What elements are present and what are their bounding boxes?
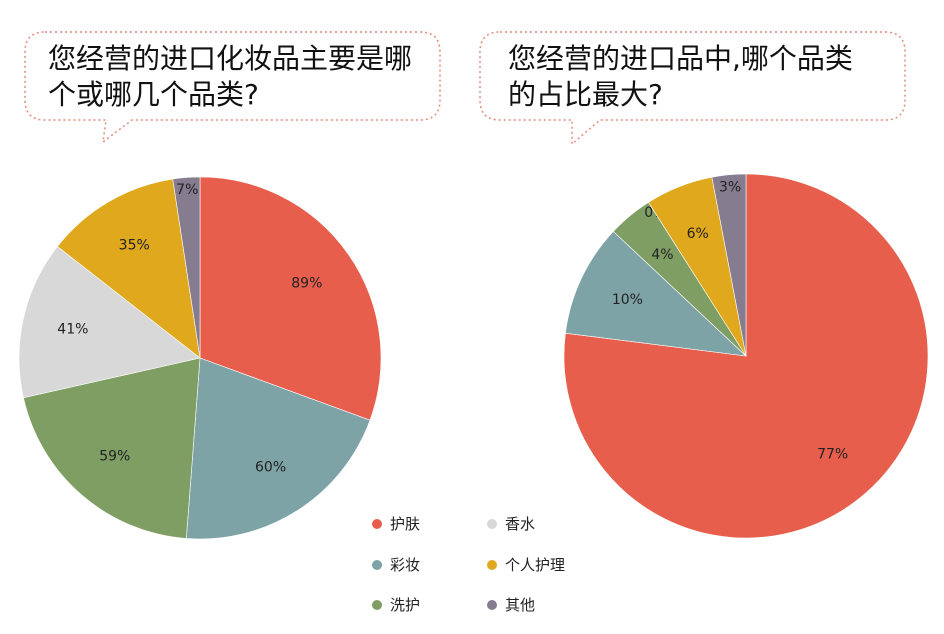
legend-label-perfume: 香水	[505, 515, 535, 533]
right-pie-slice-skincare	[563, 173, 929, 539]
left-pie-slice-personal-care	[57, 178, 201, 359]
right-title-line-2: 的占比最大?	[508, 78, 663, 111]
legend-marker-makeup	[372, 560, 382, 570]
right-pie-chart: 77%10%4%0%6%3%	[563, 173, 929, 539]
left-pie-slice-wash-care	[23, 357, 201, 539]
left-title-line-1: 您经营的进口化妆品主要是哪	[48, 42, 412, 75]
left-question-bubble: 您经营的进口化妆品主要是哪 个或哪几个品类?	[24, 31, 441, 144]
left-pie-label-perfume: 41%	[57, 321, 88, 337]
legend-marker-personal-care	[487, 560, 497, 570]
right-pie-slice-other	[711, 173, 747, 357]
right-pie-label-other: 3%	[719, 179, 741, 195]
right-pie-label-makeup: 10%	[612, 292, 643, 308]
right-pie-label-skincare: 77%	[817, 446, 848, 462]
legend-marker-other	[487, 600, 497, 610]
legend: 护肤 香水 彩妆 个人护理 洗护 其他	[372, 515, 565, 614]
legend-marker-skincare	[372, 519, 382, 529]
legend-label-makeup: 彩妆	[390, 556, 420, 574]
right-title-line-1: 您经营的进口品中,哪个品类	[508, 42, 853, 75]
left-pie-chart: 89% 60% 59% 41% 35% 7%	[18, 176, 382, 540]
legend-marker-wash-care	[372, 600, 382, 610]
left-pie-slice-perfume	[18, 246, 201, 399]
legend-label-personal-care: 个人护理	[505, 556, 565, 574]
legend-marker-perfume	[487, 519, 497, 529]
legend-item-skincare: 护肤	[372, 515, 420, 533]
legend-item-personal-care: 个人护理	[487, 556, 565, 574]
legend-label-other: 其他	[505, 596, 535, 614]
right-question-bubble: 您经营的进口品中,哪个品类 的占比最大?	[479, 31, 906, 146]
left-pie-label-personal-care: 35%	[119, 237, 150, 253]
left-pie-label-wash-care: 59%	[99, 449, 130, 465]
legend-item-wash-care: 洗护	[372, 596, 420, 614]
legend-label-wash-care: 洗护	[390, 596, 420, 614]
right-pie-label-wash-care: 4%	[651, 247, 673, 263]
left-pie-label-other: 7%	[176, 182, 198, 198]
legend-item-other: 其他	[487, 596, 535, 614]
legend-item-makeup: 彩妆	[372, 556, 420, 574]
right-pie-label-personal-care: 6%	[687, 226, 709, 242]
left-title-line-2: 个或哪几个品类?	[48, 78, 259, 111]
left-pie-slice-other	[172, 176, 201, 359]
left-pie-label-skincare: 89%	[291, 275, 322, 291]
left-pie-slice-skincare	[199, 176, 382, 421]
right-pie-slice-makeup	[565, 230, 747, 357]
legend-item-perfume: 香水	[487, 515, 535, 533]
legend-label-skincare: 护肤	[390, 515, 420, 533]
left-pie-label-makeup: 60%	[255, 460, 286, 476]
left-pie-slice-makeup	[186, 357, 371, 540]
